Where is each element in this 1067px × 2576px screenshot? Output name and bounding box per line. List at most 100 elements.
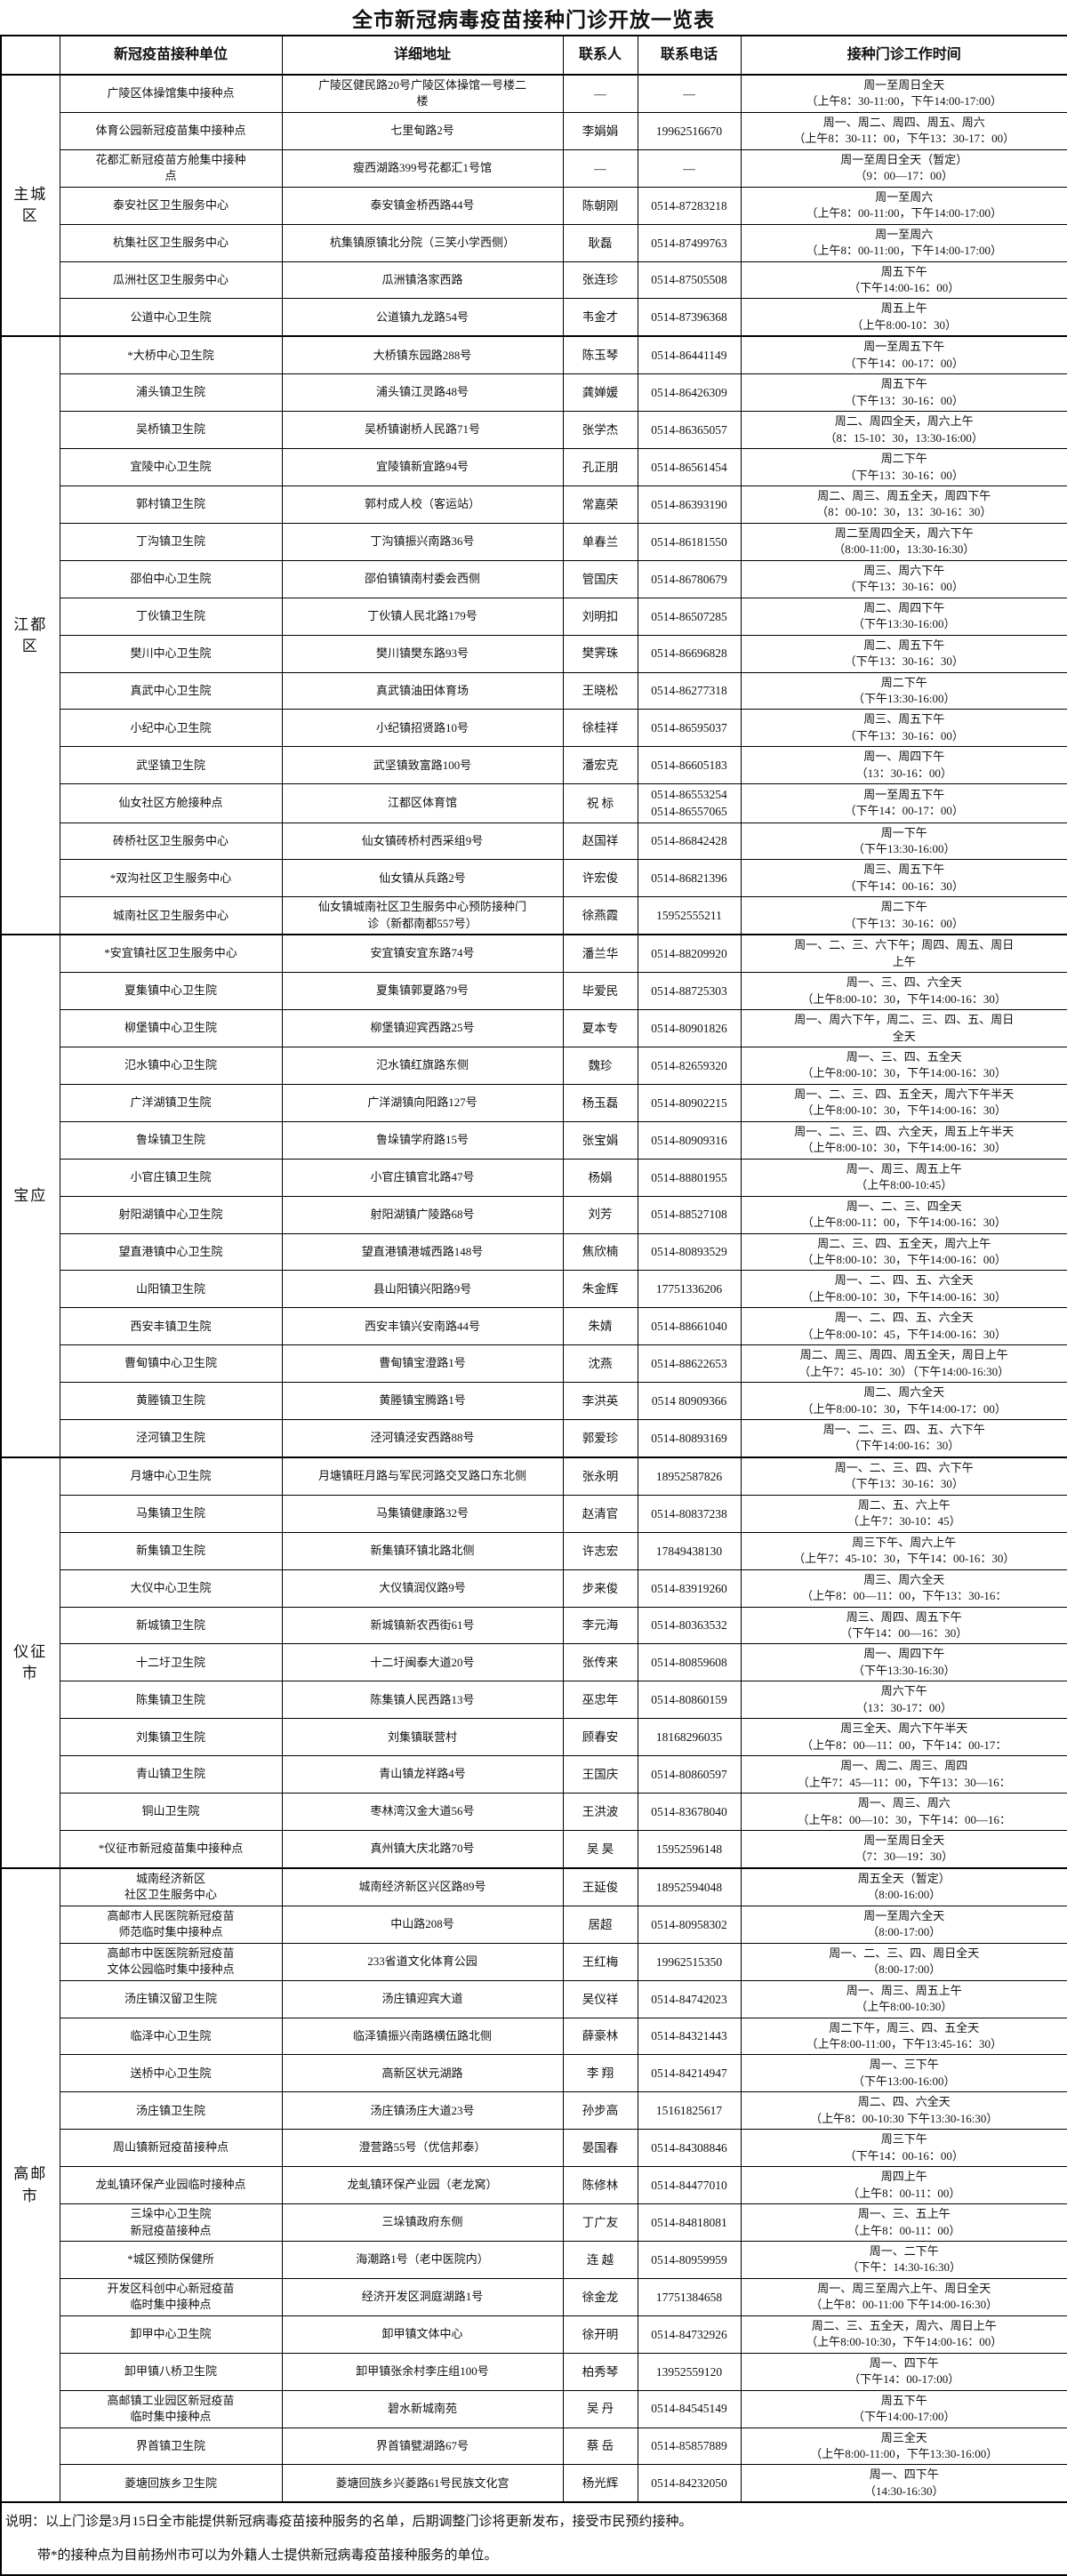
contact-cell: 魏珍: [562, 1046, 638, 1085]
table-row: 瓜洲社区卫生服务中心 瓜洲镇洛家西路 张连珍 0514-87505508 周五下午 （下…: [1, 261, 1067, 300]
unit-cell: 花都汇新冠疫苗方舱集中接种 点: [59, 148, 283, 188]
address-cell: 马集镇健康路32号: [281, 1494, 564, 1533]
address-cell: 刘集镇联营村: [281, 1718, 564, 1757]
phone-cell: 0514-80837238: [637, 1494, 742, 1533]
hours-cell: 周三、周五下午 （下午13：30-16：00）: [740, 709, 1067, 748]
hours-cell: 周一至周五下午 （下午14：00-17：00）: [740, 335, 1067, 375]
table-row: *城区预防保健所 海潮路1号（老中医院内）连 越 0514-80959959 周一、二…: [1, 2240, 1067, 2279]
table-row: 小纪中心卫生院 小纪镇招贤路10号 徐桂祥 0514-86595037 周三、周五下午 …: [1, 709, 1067, 748]
unit-cell: 瓜洲社区卫生服务中心: [59, 261, 283, 300]
unit-cell: 砖桥社区卫生服务中心: [59, 822, 283, 861]
contact-cell: 许宏俊: [562, 859, 638, 898]
contact-cell: 张学杰: [562, 411, 638, 450]
header-phone: 联系电话: [637, 35, 742, 76]
address-cell: 大仪镇润仪路9号: [281, 1569, 564, 1608]
address-cell: 新城镇新农西街61号: [281, 1606, 564, 1645]
table-row: 十二圩卫生院 十二圩闽泰大道20号 张传来 0514-80859608 周一、周四下午 …: [1, 1643, 1067, 1682]
table-row: 花都汇新冠疫苗方舱集中接种 点瘦西湖路399号花都汇1号馆 — — 周一至周日全天（暂…: [1, 148, 1067, 188]
contact-cell: 许志宏: [562, 1531, 638, 1570]
unit-cell: 周山镇新冠疫苗接种点: [59, 2129, 283, 2168]
unit-cell: 月塘中心卫生院: [59, 1456, 283, 1496]
table-row: 氾水镇中心卫生院 氾水镇红旗路东侧 魏珍 0514-82659320 周一、三、四、五全…: [1, 1046, 1067, 1085]
address-cell: 浦头镇江灵路48号: [281, 373, 564, 413]
address-cell: 氾水镇红旗路东侧: [281, 1046, 564, 1085]
contact-cell: 巫忠年: [562, 1681, 638, 1720]
hours-cell: 周二、周三、周五全天，周四下午 （8：00-10：30，13：30-16：30）: [740, 485, 1067, 524]
table-row: 夏集镇中心卫生院 夏集镇郭夏路79号 毕爱民 0514-88725303 周一、三、四、…: [1, 972, 1067, 1011]
hours-cell: 周五下午 （下午13：30-16：00）: [740, 373, 1067, 413]
contact-cell: 王晓松: [562, 671, 638, 710]
hours-cell: 周二下午，周三、四、五全天 （上午8:00-11:00，下午13:45-16：3…: [740, 2017, 1067, 2056]
unit-cell: 高邮镇工业园区新冠疫苗 临时集中接种点: [59, 2389, 283, 2428]
unit-cell: 泾河镇卫生院: [59, 1419, 283, 1458]
hours-cell: 周一至周五下午 （下午14：00-17：00）: [740, 783, 1067, 823]
table-row: 山阳镇卫生院 县山阳镇兴阳路9号 朱金辉 17751336206 周一、二、四、五、六全…: [1, 1270, 1067, 1309]
table-row: 刘集镇卫生院 刘集镇联营村 顾春安 18168296035 周三全天、周六下午半天 （上…: [1, 1718, 1067, 1757]
unit-cell: 青山镇卫生院: [59, 1755, 283, 1794]
unit-cell: 城南社区卫生服务中心: [59, 896, 283, 935]
contact-cell: 徐桂祥: [562, 709, 638, 748]
unit-cell: 送桥中心卫生院: [59, 2054, 283, 2093]
address-cell: 月塘镇旺月路与军民河路交叉路口东北侧: [281, 1456, 564, 1496]
contact-cell: 王国庆: [562, 1755, 638, 1794]
phone-cell: 18952594048: [637, 1866, 742, 1906]
address-cell: 邵伯镇镇南村委会西侧: [281, 559, 564, 598]
unit-cell: 黄塍镇卫生院: [59, 1382, 283, 1421]
contact-cell: 张宝娟: [562, 1120, 638, 1160]
phone-cell: 0514-80860597: [637, 1755, 742, 1794]
table-row: 杭集社区卫生服务中心 杭集镇原镇北分院（三笑小学西侧） 耿磊 0514-8749976…: [1, 223, 1067, 262]
contact-cell: 孔正朋: [562, 448, 638, 486]
unit-cell: *城区预防保健所: [59, 2240, 283, 2279]
phone-cell: —: [637, 148, 742, 188]
unit-cell: 卸甲中心卫生院: [59, 2315, 283, 2354]
hours-cell: 周一、三、四、五全天 （上午8:00-10：30，下午14:00-16：30）: [740, 1046, 1067, 1085]
contact-cell: 顾春安: [562, 1718, 638, 1757]
region-label: 高邮市: [0, 1866, 60, 2503]
phone-cell: 18168296035: [637, 1718, 742, 1757]
table-row: *双沟社区卫生服务中心 仙女镇从兵路2号 许宏俊 0514-86821396 周三、周五…: [1, 859, 1067, 898]
contact-cell: 毕爱民: [562, 972, 638, 1011]
phone-cell: 15161825617: [637, 2091, 742, 2131]
table-row: 射阳湖镇中心卫生院 射阳湖镇广陵路68号 刘芳 0514-88527108 周一、二、三…: [1, 1195, 1067, 1234]
contact-cell: 杨玉磊: [562, 1083, 638, 1122]
address-cell: 界首镇甓湖路67号: [281, 2427, 564, 2466]
unit-cell: 新城镇卫生院: [59, 1606, 283, 1645]
unit-cell: 吴桥镇卫生院: [59, 411, 283, 450]
contact-cell: 孙步高: [562, 2091, 638, 2131]
hours-cell: 周一、三下午 （下午13:00-16:00）: [740, 2054, 1067, 2093]
address-cell: 仙女镇从兵路2号: [281, 859, 564, 898]
header-unit: 新冠疫苗接种单位: [59, 35, 283, 76]
unit-cell: 丁伙镇卫生院: [59, 597, 283, 636]
contact-cell: 潘宏克: [562, 746, 638, 785]
table-row: 高邮市 城南经济新区 社区卫生服务中心 城南经济新区兴区路89号 王延俊 1895259…: [0, 1866, 1067, 2503]
contact-cell: 李洪英: [562, 1382, 638, 1421]
hours-cell: 周一、周四下午 （13：30-16：00）: [740, 746, 1067, 785]
table-row: 界首镇卫生院 界首镇甓湖路67号蔡 岳 0514-85857889 周三全天 （上午8…: [1, 2427, 1067, 2466]
contact-cell: 王洪波: [562, 1793, 638, 1831]
contact-cell: 王延俊: [562, 1866, 638, 1906]
table-row: 高邮市中医医院新冠疫苗 文体公园临时集中接种点 233省道文化体育公园 王红梅 199…: [1, 1942, 1067, 1981]
contact-cell: 焦欣楠: [562, 1232, 638, 1272]
unit-cell: 十二圩卫生院: [59, 1643, 283, 1682]
unit-cell: 泰安社区卫生服务中心: [59, 186, 283, 225]
address-cell: 广陵区健民路20号广陵区体操馆一号楼二 楼: [281, 73, 564, 113]
table-row: 真武中心卫生院 真武镇油田体育场 王晓松 0514-86277318 周二下午 （下午1…: [1, 671, 1067, 710]
phone-cell: 0514-86842428: [637, 822, 742, 861]
unit-cell: 城南经济新区 社区卫生服务中心: [59, 1866, 283, 1906]
contact-cell: 沈燕: [562, 1344, 638, 1384]
address-cell: 泰安镇金桥西路44号: [281, 186, 564, 225]
contact-cell: 刘明扣: [562, 597, 638, 636]
phone-cell: 0514-86507285: [637, 597, 742, 636]
phone-cell: 17849438130: [637, 1531, 742, 1570]
phone-cell: 0514-83678040: [637, 1793, 742, 1831]
address-cell: 安宜镇安宜东路74号: [281, 934, 564, 974]
hours-cell: 周一至周六 （上午8：00-11:00，下午14:00-17:00）: [740, 223, 1067, 262]
hours-cell: 周一、二、三、六下午；周四、周五、周日 上午: [740, 934, 1067, 974]
address-cell: 七里甸路2号: [281, 111, 564, 150]
hours-cell: 周二、周四下午 （下午13:30-16:00）: [740, 597, 1067, 636]
table-row: 陈集镇卫生院 陈集镇人民西路13号 巫忠年 0514-80860159 周六下午 （13…: [1, 1681, 1067, 1720]
hours-cell: 周一、二、三、四、五全天，周六下午半天 （上午8:00-10：30，下午14:0…: [740, 1083, 1067, 1122]
unit-cell: 陈集镇卫生院: [59, 1681, 283, 1720]
phone-cell: 0514-88209920: [637, 934, 742, 974]
header-region: [0, 35, 60, 76]
